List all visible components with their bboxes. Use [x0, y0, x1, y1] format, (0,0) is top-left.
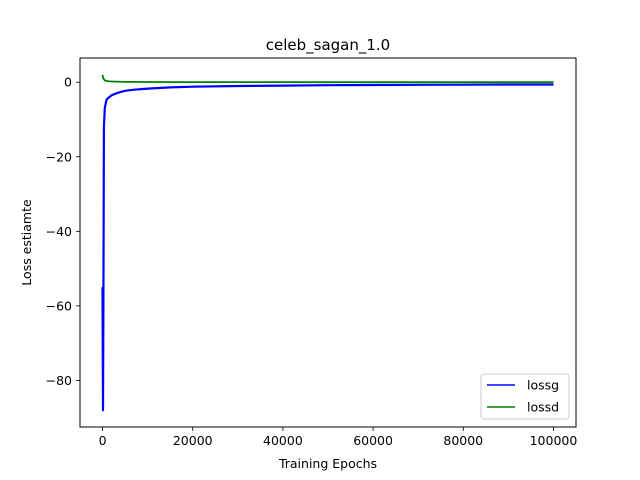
y-tick-label: −40: [46, 224, 72, 239]
y-tick-label: −60: [46, 298, 72, 313]
plot-area: [79, 57, 577, 428]
y-tick-label: 0: [64, 75, 72, 90]
x-tick-label: 80000: [443, 433, 483, 448]
legend: lossg lossd: [480, 373, 570, 420]
legend-label-lossg: lossg: [527, 378, 559, 393]
y-axis-label: Loss estiamte: [19, 199, 34, 286]
y-tick-label: −80: [46, 373, 72, 388]
x-tick-label: 100000: [530, 433, 578, 448]
legend-label-lossd: lossd: [527, 400, 559, 415]
series-line-lossg: [101, 83, 554, 412]
x-tick-label: 20000: [173, 433, 213, 448]
chart-title: celeb_sagan_1.0: [266, 36, 390, 55]
x-axis-ticks: 0 20000 40000 60000 80000 100000: [99, 427, 578, 448]
series-line-lossd: [101, 74, 554, 84]
x-tick-label: 60000: [353, 433, 393, 448]
y-axis-ticks: 0 −20 −40 −60 −80: [46, 75, 80, 388]
axes-frame: [79, 57, 577, 428]
y-tick-label: −20: [46, 149, 72, 164]
x-tick-label: 0: [99, 433, 107, 448]
series-layer: [101, 74, 554, 412]
x-tick-label: 40000: [263, 433, 303, 448]
x-axis-label: Training Epochs: [278, 456, 377, 471]
